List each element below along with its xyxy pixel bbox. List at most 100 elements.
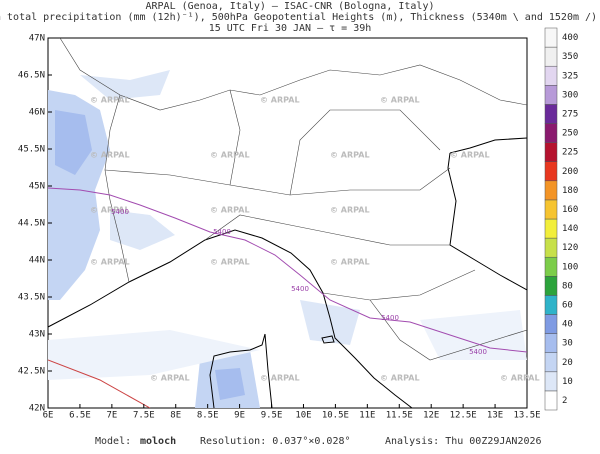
colorbar-label: 120 xyxy=(562,243,578,253)
contour-line xyxy=(48,359,151,408)
lon-label: 10E xyxy=(295,411,311,421)
colorbar-label: 30 xyxy=(562,339,573,349)
lon-label: 7.5E xyxy=(133,411,155,421)
precip-area xyxy=(300,300,360,345)
lon-label: 12.5E xyxy=(450,411,477,421)
watermark: © ARPAL xyxy=(210,151,250,160)
contour-label: 5400 xyxy=(111,208,129,216)
border xyxy=(204,214,450,246)
colorbar-swatch xyxy=(544,46,558,67)
lon-label: 9E xyxy=(234,411,245,421)
lat-label: 44.5N xyxy=(18,219,45,229)
colorbar-label: 350 xyxy=(562,52,578,62)
map-area xyxy=(47,37,528,409)
colorbar-swatch xyxy=(544,85,558,105)
colorbar-label: 160 xyxy=(562,205,578,215)
lon-label: 11.5E xyxy=(386,411,413,421)
header-line: 15 UTC Fri 30 JAN — τ = 39h xyxy=(209,23,372,34)
colorbar-label: 140 xyxy=(562,224,578,234)
header-line: 12h total precipitation (mm (12h)⁻¹), 50… xyxy=(0,12,597,23)
colorbar-swatch xyxy=(544,123,558,143)
border xyxy=(104,94,130,283)
corsica xyxy=(209,333,273,408)
border xyxy=(229,89,441,196)
colorbar-swatch xyxy=(544,218,558,239)
precip-area xyxy=(420,310,527,360)
precip-area xyxy=(48,330,260,380)
colorbar-label: 275 xyxy=(562,109,578,119)
watermark: © ARPAL xyxy=(90,206,130,215)
colorbar-swatch xyxy=(544,352,558,373)
colorbar-label: 60 xyxy=(562,300,573,310)
contour-label: 5400 xyxy=(291,285,309,293)
colorbar-label: 250 xyxy=(562,129,578,139)
lat-label: 44N xyxy=(29,256,45,266)
colorbar-swatch xyxy=(544,161,558,182)
watermark: © ARPAL xyxy=(90,258,130,267)
colorbar-swatch xyxy=(544,295,558,315)
colorbar-label: 300 xyxy=(562,90,578,100)
watermark: © ARPAL xyxy=(260,374,300,383)
lat-label: 46N xyxy=(29,108,45,118)
coastline xyxy=(48,229,413,408)
colorbar-label: 2 xyxy=(562,396,567,406)
island xyxy=(321,335,335,344)
lat-label: 43N xyxy=(29,330,45,340)
watermark: © ARPAL xyxy=(150,374,190,383)
lon-label: 12E xyxy=(423,411,439,421)
precip-area xyxy=(55,110,92,175)
lon-label: 8.5E xyxy=(197,411,219,421)
borders xyxy=(59,38,527,361)
contour-label: 5400 xyxy=(213,228,231,236)
contour-5400 xyxy=(48,187,527,408)
colorbar-swatch xyxy=(544,390,558,411)
watermark: © ARPAL xyxy=(260,96,300,105)
footer-model: moloch xyxy=(140,436,176,447)
coastline xyxy=(449,137,527,154)
colorbar-swatch xyxy=(544,256,558,277)
watermark: © ARPAL xyxy=(330,258,370,267)
watermark: © ARPAL xyxy=(380,96,420,105)
watermark: © ARPAL xyxy=(330,206,370,215)
lon-label: 7E xyxy=(106,411,117,421)
colorbar-swatch xyxy=(544,333,558,353)
lon-label: 10.5E xyxy=(322,411,349,421)
lon-label: 13E xyxy=(487,411,503,421)
watermark: © ARPAL xyxy=(210,206,250,215)
colorbar-label: 80 xyxy=(562,281,573,291)
precip-area xyxy=(80,70,170,100)
contour-label: 5400 xyxy=(381,314,399,322)
lon-label: 8E xyxy=(170,411,181,421)
border xyxy=(59,38,527,111)
colorbar-swatch xyxy=(544,27,558,48)
watermark: © ARPAL xyxy=(90,96,130,105)
footer-resolution: Resolution: 0.037°×0.028° xyxy=(200,436,351,447)
coastlines xyxy=(48,137,527,408)
footer-analysis: Analysis: Thu 00Z29JAN2026 xyxy=(385,436,542,447)
footer-label: Model: xyxy=(95,436,131,447)
contour-line xyxy=(48,187,527,353)
lat-label: 47N xyxy=(29,34,45,44)
precip-area xyxy=(110,210,175,250)
precip-areas xyxy=(48,70,527,408)
lat-label: 45N xyxy=(29,182,45,192)
colorbar-label: 180 xyxy=(562,186,578,196)
lon-label: 6E xyxy=(43,411,54,421)
lat-label: 42N xyxy=(29,404,45,414)
lon-label: 13.5E xyxy=(513,411,540,421)
contour-label: 5400 xyxy=(469,348,487,356)
watermark: © ARPAL xyxy=(210,258,250,267)
watermark: © ARPAL xyxy=(330,151,370,160)
watermark: © ARPAL xyxy=(90,151,130,160)
watermark: © ARPAL xyxy=(500,374,540,383)
colorbar-swatch xyxy=(544,142,558,162)
colorbar-swatch xyxy=(544,104,558,124)
colorbar-swatch xyxy=(544,180,558,201)
lat-label: 45.5N xyxy=(18,145,45,155)
colorbar-label: 40 xyxy=(562,320,573,330)
lat-label: 42.5N xyxy=(18,367,45,377)
colorbar-label: 20 xyxy=(562,358,573,368)
colorbar-label: 225 xyxy=(562,148,578,158)
lat-label: 46.5N xyxy=(18,71,45,81)
